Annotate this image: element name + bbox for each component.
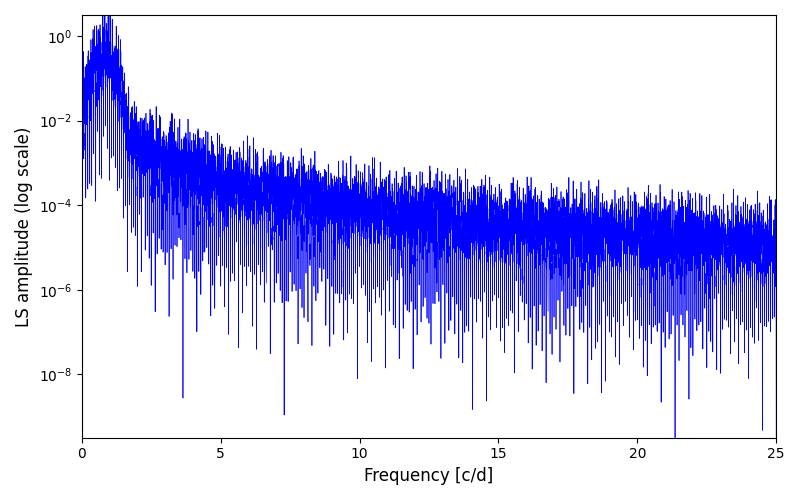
X-axis label: Frequency [c/d]: Frequency [c/d] — [364, 467, 494, 485]
Y-axis label: LS amplitude (log scale): LS amplitude (log scale) — [15, 126, 33, 326]
